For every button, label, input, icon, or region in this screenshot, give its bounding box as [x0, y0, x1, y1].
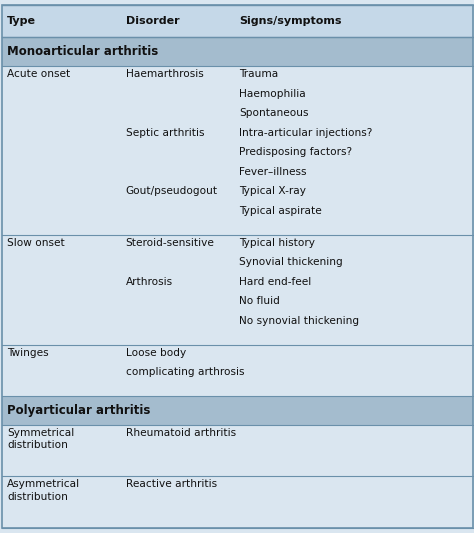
Text: Haemarthrosis: Haemarthrosis [126, 69, 203, 79]
Text: Typical X-ray: Typical X-ray [239, 187, 306, 196]
FancyBboxPatch shape [2, 5, 473, 37]
Text: No fluid: No fluid [239, 296, 280, 306]
Text: Asymmetrical
distribution: Asymmetrical distribution [7, 479, 80, 502]
FancyBboxPatch shape [2, 477, 473, 528]
Text: Gout/pseudogout: Gout/pseudogout [126, 187, 218, 196]
Text: Arthrosis: Arthrosis [126, 277, 173, 287]
FancyBboxPatch shape [2, 425, 473, 477]
Text: Intra-articular injections?: Intra-articular injections? [239, 128, 373, 138]
Text: Predisposing factors?: Predisposing factors? [239, 147, 353, 157]
Text: Type: Type [7, 16, 36, 26]
FancyBboxPatch shape [2, 37, 473, 66]
Text: Monoarticular arthritis: Monoarticular arthritis [7, 45, 158, 58]
Text: Hard end-feel: Hard end-feel [239, 277, 311, 287]
FancyBboxPatch shape [2, 235, 473, 345]
Text: Twinges: Twinges [7, 348, 49, 358]
Text: Fever–illness: Fever–illness [239, 167, 307, 177]
Text: No synovial thickening: No synovial thickening [239, 316, 359, 326]
Text: Synovial thickening: Synovial thickening [239, 257, 343, 267]
FancyBboxPatch shape [2, 396, 473, 425]
Text: Reactive arthritis: Reactive arthritis [126, 479, 217, 489]
FancyBboxPatch shape [2, 66, 473, 235]
Text: complicating arthrosis: complicating arthrosis [126, 367, 244, 377]
Text: Polyarticular arthritis: Polyarticular arthritis [7, 404, 150, 417]
Text: Symmetrical
distribution: Symmetrical distribution [7, 428, 74, 450]
Text: Steroid-sensitive: Steroid-sensitive [126, 238, 214, 248]
Text: Typical history: Typical history [239, 238, 315, 248]
Text: Acute onset: Acute onset [7, 69, 70, 79]
Text: Haemophilia: Haemophilia [239, 88, 306, 99]
Text: Typical aspirate: Typical aspirate [239, 206, 322, 216]
Text: Septic arthritis: Septic arthritis [126, 128, 204, 138]
FancyBboxPatch shape [2, 345, 473, 396]
Text: Slow onset: Slow onset [7, 238, 65, 248]
Text: Disorder: Disorder [126, 16, 179, 26]
Text: Trauma: Trauma [239, 69, 279, 79]
Text: Loose body: Loose body [126, 348, 186, 358]
Text: Rheumatoid arthritis: Rheumatoid arthritis [126, 428, 236, 438]
Text: Signs/symptoms: Signs/symptoms [239, 16, 342, 26]
Text: Spontaneous: Spontaneous [239, 108, 309, 118]
